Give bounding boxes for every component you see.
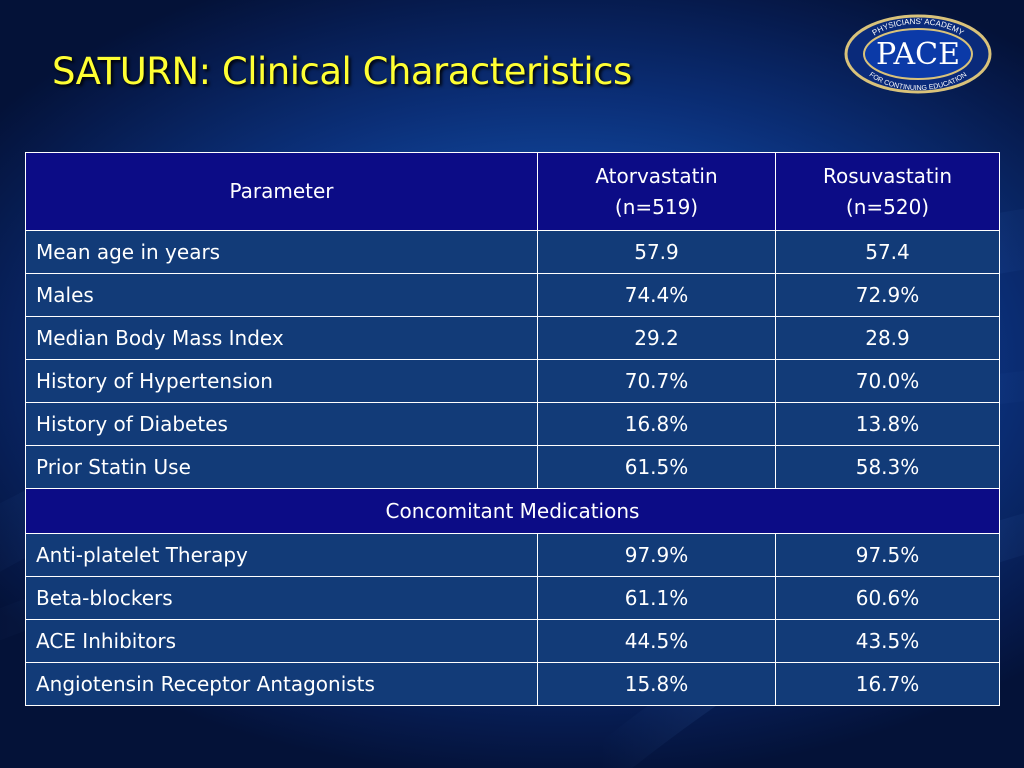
row-parameter: Mean age in years (25, 230, 538, 274)
header-rosuvastatin: Rosuvastatin (n=520) (775, 152, 1000, 231)
row-atorvastatin-value: 44.5% (537, 619, 776, 663)
row-rosuvastatin-value: 28.9 (775, 316, 1000, 360)
row-parameter: Prior Statin Use (25, 445, 538, 489)
row-parameter: Anti-platelet Therapy (25, 533, 538, 577)
row-rosuvastatin-value: 16.7% (775, 662, 1000, 706)
row-atorvastatin-value: 61.5% (537, 445, 776, 489)
row-rosuvastatin-value: 60.6% (775, 576, 1000, 620)
table-row: Beta-blockers 61.1% 60.6% (25, 576, 1000, 620)
row-parameter: Males (25, 273, 538, 317)
table-row: History of Hypertension 70.7% 70.0% (25, 359, 1000, 403)
header-atorvastatin: Atorvastatin (n=519) (537, 152, 776, 231)
row-rosuvastatin-value: 58.3% (775, 445, 1000, 489)
row-parameter: ACE Inhibitors (25, 619, 538, 663)
row-atorvastatin-value: 15.8% (537, 662, 776, 706)
table-header-row: Parameter Atorvastatin (n=519) Rosuvastat… (25, 152, 1000, 231)
clinical-characteristics-table: Parameter Atorvastatin (n=519) Rosuvastat… (25, 152, 1000, 706)
row-atorvastatin-value: 16.8% (537, 402, 776, 446)
row-atorvastatin-value: 74.4% (537, 273, 776, 317)
header-rosuvastatin-name: Rosuvastatin (822, 163, 952, 188)
table-row: Median Body Mass Index 29.2 28.9 (25, 316, 1000, 360)
table-row: Mean age in years 57.9 57.4 (25, 230, 1000, 274)
row-rosuvastatin-value: 43.5% (775, 619, 1000, 663)
slide-title: SATURN: Clinical Characteristics (52, 50, 632, 93)
table-row: ACE Inhibitors 44.5% 43.5% (25, 619, 1000, 663)
table-row: Males 74.4% 72.9% (25, 273, 1000, 317)
row-parameter: History of Hypertension (25, 359, 538, 403)
logo-main-text: PACE (876, 37, 960, 72)
header-rosuvastatin-n: (n=520) (845, 194, 930, 219)
row-atorvastatin-value: 57.9 (537, 230, 776, 274)
table-row: Prior Statin Use 61.5% 58.3% (25, 445, 1000, 489)
table-row: Angiotensin Receptor Antagonists 15.8% 1… (25, 662, 1000, 706)
pace-logo: PACE PHYSICIANS' ACADEMY FOR CONTINUING … (844, 14, 992, 94)
row-rosuvastatin-value: 97.5% (775, 533, 1000, 577)
header-atorvastatin-name: Atorvastatin (595, 163, 718, 188)
row-atorvastatin-value: 97.9% (537, 533, 776, 577)
row-rosuvastatin-value: 13.8% (775, 402, 1000, 446)
row-rosuvastatin-value: 72.9% (775, 273, 1000, 317)
section-header-row: Concomitant Medications (25, 488, 1000, 534)
row-parameter: Beta-blockers (25, 576, 538, 620)
row-atorvastatin-value: 29.2 (537, 316, 776, 360)
row-parameter: Angiotensin Receptor Antagonists (25, 662, 538, 706)
row-atorvastatin-value: 61.1% (537, 576, 776, 620)
table-row: History of Diabetes 16.8% 13.8% (25, 402, 1000, 446)
header-parameter: Parameter (25, 152, 538, 231)
row-parameter: Median Body Mass Index (25, 316, 538, 360)
row-rosuvastatin-value: 70.0% (775, 359, 1000, 403)
table-row: Anti-platelet Therapy 97.9% 97.5% (25, 533, 1000, 577)
header-atorvastatin-n: (n=519) (614, 194, 699, 219)
row-parameter: History of Diabetes (25, 402, 538, 446)
row-rosuvastatin-value: 57.4 (775, 230, 1000, 274)
row-atorvastatin-value: 70.7% (537, 359, 776, 403)
section-label: Concomitant Medications (25, 488, 1000, 534)
